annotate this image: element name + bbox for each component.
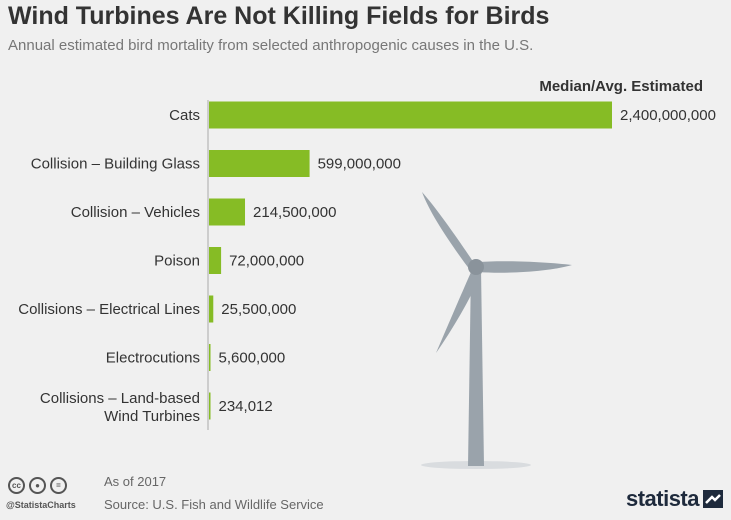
category-label: Collision – Building Glass <box>31 156 200 173</box>
bar <box>209 344 211 371</box>
turbine-blade-lower <box>436 270 482 353</box>
category-label: Cats <box>169 107 200 124</box>
footer-source: Source: U.S. Fish and Wildlife Service <box>104 497 324 512</box>
bar-value-label: 214,500,000 <box>253 204 336 221</box>
turbine-blade-right <box>478 261 572 273</box>
bar-value-label: 599,000,000 <box>318 156 401 173</box>
bar <box>209 247 222 274</box>
bar <box>209 295 214 323</box>
statista-logo: statista <box>626 486 723 512</box>
creative-commons-icon: cc <box>8 477 25 494</box>
chart-subtitle: Annual estimated bird mortality from sel… <box>8 37 534 54</box>
license-icons: cc ● = <box>8 477 67 494</box>
category-label: Collisions – Land-based Wind Turbines <box>40 390 200 425</box>
series-header: Median/Avg. Estimated <box>539 78 703 95</box>
footer-date: As of 2017 <box>104 474 167 489</box>
bar <box>209 150 310 177</box>
bar <box>209 392 211 420</box>
turbine-tower <box>468 268 484 466</box>
bars-group: 2,400,000,000 Cats 599,000,000 Collision – … <box>18 101 716 425</box>
no-derivatives-icon: = <box>50 477 67 494</box>
bar-value-label: 5,600,000 <box>219 350 286 367</box>
category-label: Collisions – Electrical Lines <box>18 301 200 318</box>
category-label: Electrocutions <box>106 350 200 367</box>
bar <box>209 101 612 129</box>
bar-value-label: 25,500,000 <box>221 301 296 318</box>
bar-value-label: 234,012 <box>219 398 273 415</box>
category-label: Poison <box>154 253 200 270</box>
turbine-blade-upper <box>422 192 476 270</box>
bar-value-label: 2,400,000,000 <box>620 107 716 124</box>
bar-chart: Median/Avg. Estimated 2,400,000,000 Cats 5… <box>18 78 716 469</box>
attribution-icon: ● <box>29 477 46 494</box>
bar <box>209 198 246 226</box>
chart-title: Wind Turbines Are Not Killing Fields for… <box>8 2 550 30</box>
category-label: Collision – Vehicles <box>71 204 200 221</box>
wind-turbine-illustration <box>421 192 572 469</box>
statista-logo-icon <box>703 490 723 508</box>
turbine-hub <box>468 259 484 275</box>
statista-wordmark: statista <box>625 486 700 511</box>
bar-value-label: 72,000,000 <box>229 253 304 270</box>
social-handle: @StatistaCharts <box>6 500 76 510</box>
